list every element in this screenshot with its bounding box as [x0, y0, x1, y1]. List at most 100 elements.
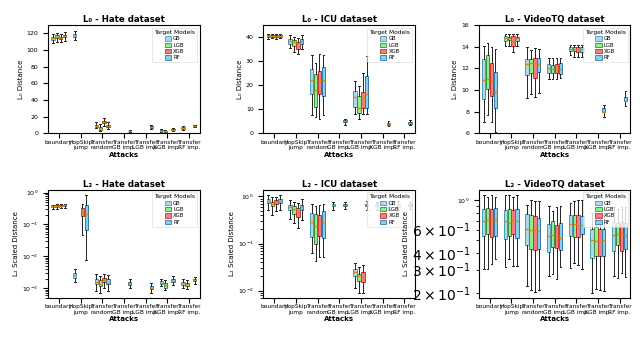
- Title: L₀ - Hate dataset: L₀ - Hate dataset: [83, 15, 164, 24]
- PathPatch shape: [508, 209, 511, 236]
- PathPatch shape: [51, 37, 54, 40]
- PathPatch shape: [525, 59, 529, 75]
- PathPatch shape: [482, 59, 485, 99]
- X-axis label: Attacks: Attacks: [540, 316, 570, 322]
- PathPatch shape: [408, 204, 412, 206]
- Y-axis label: L₂ Scaled Distance: L₂ Scaled Distance: [13, 211, 19, 276]
- PathPatch shape: [343, 204, 347, 206]
- PathPatch shape: [193, 279, 196, 281]
- PathPatch shape: [99, 127, 102, 130]
- PathPatch shape: [533, 215, 536, 250]
- PathPatch shape: [529, 215, 532, 249]
- PathPatch shape: [569, 215, 572, 236]
- PathPatch shape: [343, 120, 347, 122]
- PathPatch shape: [397, 204, 400, 207]
- PathPatch shape: [51, 205, 54, 207]
- PathPatch shape: [602, 108, 605, 112]
- PathPatch shape: [193, 125, 196, 127]
- PathPatch shape: [275, 200, 278, 204]
- PathPatch shape: [486, 208, 490, 234]
- PathPatch shape: [73, 273, 76, 278]
- PathPatch shape: [322, 211, 325, 238]
- Y-axis label: L₀ Distance: L₀ Distance: [18, 60, 24, 99]
- PathPatch shape: [555, 225, 558, 248]
- PathPatch shape: [292, 40, 296, 46]
- PathPatch shape: [620, 222, 623, 251]
- PathPatch shape: [81, 208, 84, 216]
- PathPatch shape: [314, 214, 317, 244]
- PathPatch shape: [296, 208, 300, 217]
- PathPatch shape: [408, 122, 412, 123]
- Legend: GB, LGB, XGB, RF: GB, LGB, XGB, RF: [582, 28, 628, 62]
- PathPatch shape: [73, 34, 76, 37]
- PathPatch shape: [102, 278, 106, 282]
- PathPatch shape: [314, 74, 317, 107]
- PathPatch shape: [511, 210, 515, 234]
- PathPatch shape: [292, 206, 296, 214]
- X-axis label: Attacks: Attacks: [109, 152, 139, 158]
- PathPatch shape: [172, 279, 175, 282]
- PathPatch shape: [278, 199, 282, 203]
- PathPatch shape: [322, 67, 325, 95]
- PathPatch shape: [106, 125, 109, 127]
- PathPatch shape: [580, 216, 584, 234]
- PathPatch shape: [573, 47, 576, 51]
- PathPatch shape: [63, 35, 67, 37]
- X-axis label: Attacks: Attacks: [540, 152, 570, 158]
- PathPatch shape: [271, 35, 274, 37]
- PathPatch shape: [55, 205, 59, 207]
- PathPatch shape: [150, 126, 153, 128]
- PathPatch shape: [511, 36, 515, 46]
- PathPatch shape: [612, 222, 616, 251]
- PathPatch shape: [59, 205, 63, 206]
- PathPatch shape: [63, 205, 67, 206]
- PathPatch shape: [275, 35, 278, 37]
- PathPatch shape: [361, 272, 365, 282]
- PathPatch shape: [624, 224, 627, 249]
- Legend: GB, LGB, XGB, RF: GB, LGB, XGB, RF: [367, 192, 412, 227]
- PathPatch shape: [310, 213, 314, 237]
- PathPatch shape: [365, 204, 369, 206]
- PathPatch shape: [353, 269, 356, 276]
- PathPatch shape: [504, 36, 507, 41]
- PathPatch shape: [555, 64, 558, 73]
- PathPatch shape: [55, 36, 59, 38]
- PathPatch shape: [357, 96, 360, 113]
- PathPatch shape: [300, 39, 303, 44]
- PathPatch shape: [577, 215, 580, 237]
- PathPatch shape: [559, 63, 562, 74]
- PathPatch shape: [310, 69, 314, 94]
- PathPatch shape: [569, 47, 572, 51]
- PathPatch shape: [551, 221, 554, 247]
- PathPatch shape: [159, 281, 163, 284]
- PathPatch shape: [537, 59, 540, 73]
- PathPatch shape: [580, 47, 584, 51]
- PathPatch shape: [493, 208, 497, 237]
- PathPatch shape: [95, 125, 98, 127]
- PathPatch shape: [128, 282, 131, 285]
- Legend: GB, LGB, XGB, RF: GB, LGB, XGB, RF: [582, 192, 628, 227]
- PathPatch shape: [288, 205, 292, 210]
- Title: L₂ - VideoTQ dataset: L₂ - VideoTQ dataset: [505, 180, 604, 189]
- PathPatch shape: [515, 209, 519, 238]
- PathPatch shape: [590, 229, 594, 258]
- PathPatch shape: [375, 204, 378, 206]
- PathPatch shape: [533, 59, 536, 78]
- PathPatch shape: [357, 274, 360, 281]
- Y-axis label: L₀ Distance: L₀ Distance: [237, 60, 243, 99]
- PathPatch shape: [296, 42, 300, 48]
- Title: L₂ - Hate dataset: L₂ - Hate dataset: [83, 180, 165, 189]
- PathPatch shape: [602, 229, 605, 256]
- PathPatch shape: [573, 215, 576, 237]
- Title: L₀ - VideoTQ dataset: L₀ - VideoTQ dataset: [505, 15, 604, 24]
- PathPatch shape: [163, 131, 167, 132]
- PathPatch shape: [84, 205, 88, 230]
- PathPatch shape: [288, 39, 292, 44]
- PathPatch shape: [300, 205, 303, 210]
- PathPatch shape: [624, 97, 627, 101]
- PathPatch shape: [490, 209, 493, 237]
- PathPatch shape: [365, 76, 369, 108]
- PathPatch shape: [515, 37, 519, 41]
- PathPatch shape: [486, 55, 490, 89]
- PathPatch shape: [267, 199, 270, 203]
